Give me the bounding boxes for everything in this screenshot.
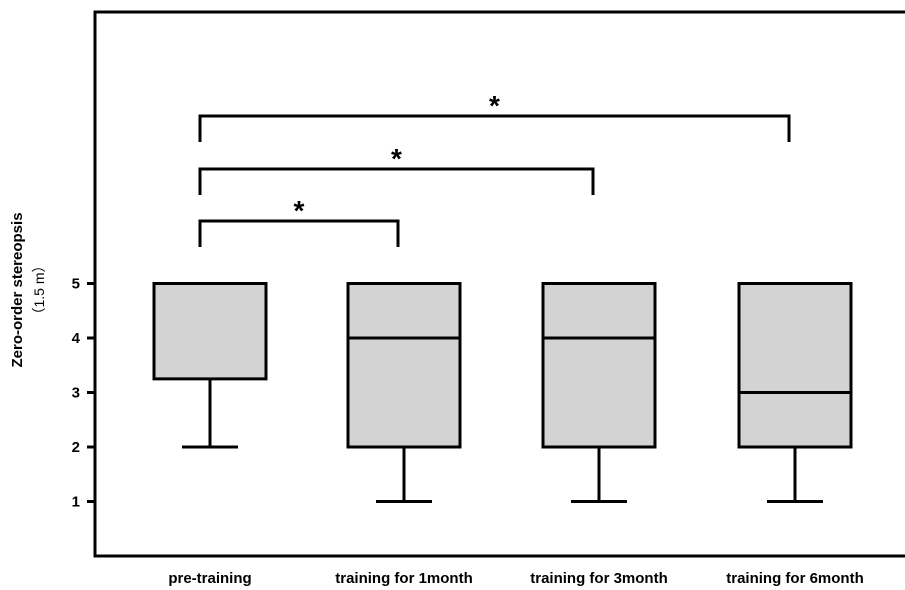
box-4 [737, 282, 853, 503]
significance-star: * [391, 143, 402, 174]
significance-bracket-2: * [198, 143, 595, 195]
box-body [346, 282, 462, 449]
x-axis-labels: pre-training training for 1month training … [168, 570, 863, 587]
significance-star: * [489, 90, 500, 121]
box-body [737, 282, 853, 449]
box-body [152, 282, 268, 381]
y-axis-label: Zero-order stereopsis [9, 212, 26, 367]
y-tick-label: 5 [72, 276, 80, 293]
x-category-label: training for 3month [530, 570, 668, 587]
significance-brackets: * * * [198, 90, 791, 247]
bracket-line [198, 167, 595, 195]
y-axis-title: Zero-order stereopsis （1.5 m） [9, 212, 47, 367]
bracket-line [198, 114, 791, 142]
y-axis-unit: （1.5 m） [31, 258, 47, 321]
x-category-label: training for 6month [726, 570, 864, 587]
y-tick-label: 3 [72, 385, 80, 402]
box-body [541, 282, 657, 449]
significance-bracket-3: * [198, 90, 791, 142]
significance-bracket-1: * [198, 195, 400, 247]
x-category-label: pre-training [168, 570, 251, 587]
box-2 [346, 282, 462, 503]
y-tick-label: 1 [72, 494, 80, 511]
box-1 [152, 282, 268, 449]
y-tick-label: 2 [72, 439, 80, 456]
y-axis: 1 2 3 4 5 [72, 276, 95, 511]
box-3 [541, 282, 657, 503]
bracket-line [198, 219, 400, 247]
significance-star: * [294, 195, 305, 226]
boxes [152, 282, 853, 503]
y-tick-label: 4 [72, 330, 81, 347]
x-category-label: training for 1month [335, 570, 473, 587]
